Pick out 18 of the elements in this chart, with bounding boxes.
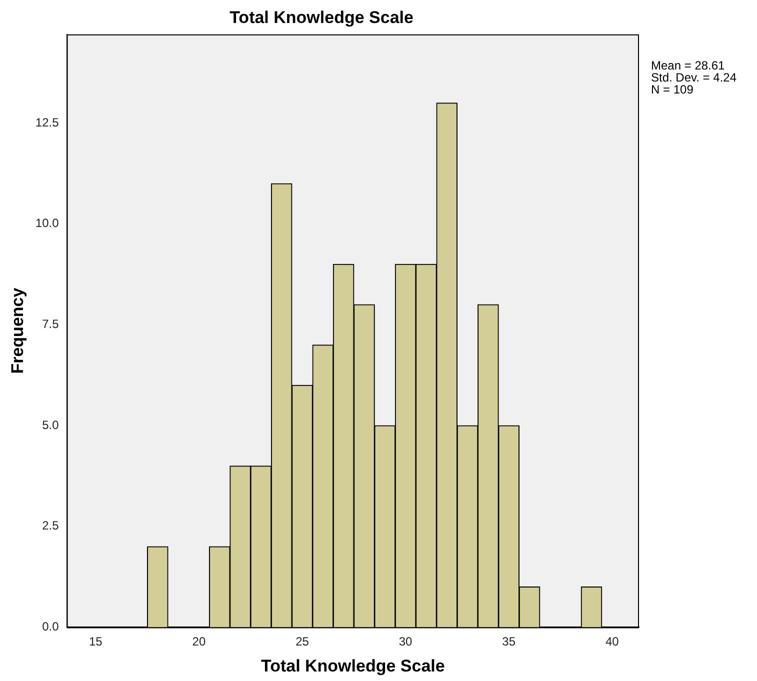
text: Std. Dev. = 4.24 — [651, 70, 737, 85]
x-tick-label: 15 — [89, 634, 103, 649]
y-tick-label: 12.5 — [35, 115, 60, 130]
y-tick-label: 5.0 — [42, 418, 60, 432]
x-tick-label: 40 — [605, 634, 620, 649]
y-tick-label: 0.0 — [42, 620, 60, 634]
text: N = 109 — [651, 82, 694, 97]
x-tick-label: 35 — [502, 634, 516, 649]
y-tick-label: 7.5 — [42, 317, 60, 332]
y-tick-label: 2.5 — [42, 518, 60, 533]
text: Mean = 28.61 — [651, 58, 726, 73]
x-axis-title: Total Knowledge Scale — [260, 656, 445, 676]
y-tick-label: 10.0 — [35, 216, 60, 230]
y-axis-title: Frequency — [8, 287, 27, 374]
x-tick-label: 30 — [398, 634, 413, 649]
chart-title: Total Knowledge Scale — [230, 8, 414, 27]
x-tick-label: 25 — [296, 634, 310, 649]
x-tick-label: 20 — [192, 634, 206, 649]
